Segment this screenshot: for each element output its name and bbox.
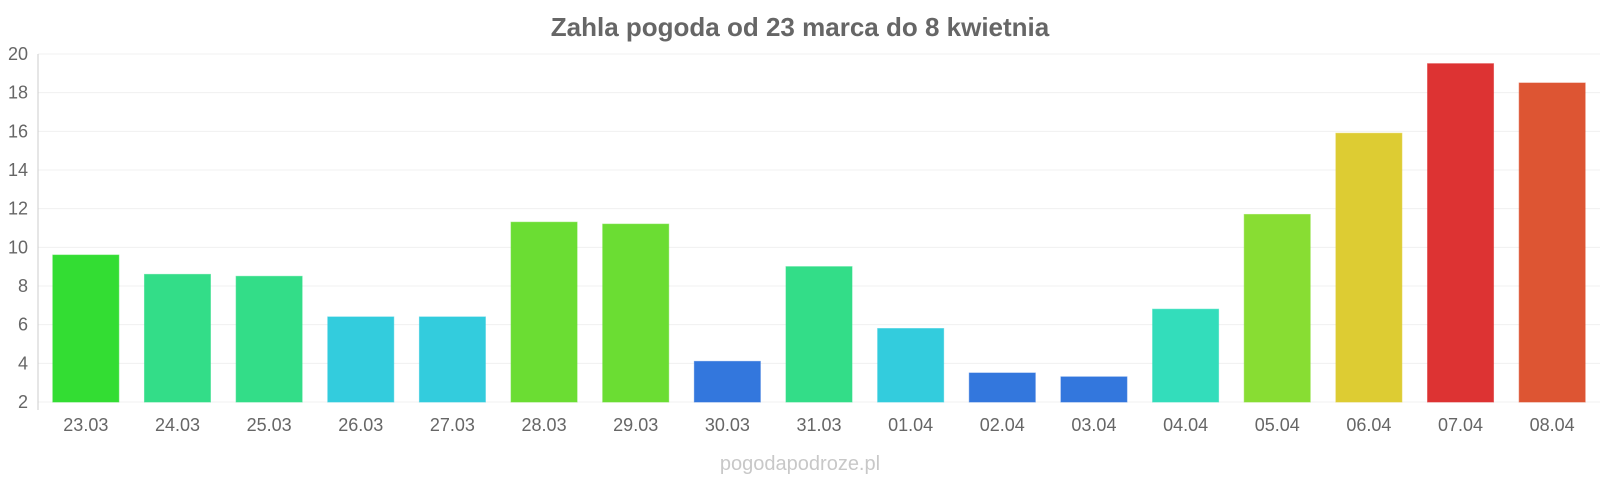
bar-28.03[interactable]: [510, 221, 578, 403]
y-tick-label: 16: [8, 121, 28, 141]
y-axis: 2 4 6 8 10 12 14 16 18 20: [8, 44, 39, 412]
y-tick-label: 20: [8, 44, 28, 64]
y-tick-label: 12: [8, 199, 28, 219]
x-tick-label: 23.03: [63, 415, 108, 435]
bar-07.04[interactable]: [1427, 63, 1495, 403]
x-tick-label: 29.03: [613, 415, 658, 435]
bar-30.03[interactable]: [693, 360, 761, 403]
bars: [52, 63, 1586, 403]
bar-08.04[interactable]: [1518, 82, 1586, 403]
x-tick-label: 24.03: [155, 415, 200, 435]
x-tick-label: 31.03: [796, 415, 841, 435]
bar-05.04[interactable]: [1243, 213, 1311, 403]
x-tick-label: 30.03: [705, 415, 750, 435]
bar-27.03[interactable]: [418, 316, 486, 403]
x-axis: 23.03 24.03 25.03 26.03 27.03 28.03 29.03 30.03…: [63, 415, 1574, 435]
bar-02.04[interactable]: [968, 372, 1036, 403]
bar-31.03[interactable]: [785, 266, 853, 403]
chart-title: Zahla pogoda od 23 marca do 8 kwietnia: [551, 12, 1050, 42]
x-tick-label: 01.04: [888, 415, 933, 435]
y-tick-label: 6: [18, 315, 28, 335]
bar-03.04[interactable]: [1060, 376, 1128, 403]
y-tick-label: 18: [8, 83, 28, 103]
y-tick-label: 8: [18, 276, 28, 296]
y-tick-label: 2: [18, 392, 28, 412]
bar-25.03[interactable]: [235, 275, 303, 403]
bar-04.04[interactable]: [1152, 308, 1220, 403]
y-tick-label: 14: [8, 160, 28, 180]
bar-29.03[interactable]: [602, 223, 670, 403]
x-tick-label: 07.04: [1438, 415, 1483, 435]
x-tick-label: 28.03: [522, 415, 567, 435]
x-tick-label: 25.03: [247, 415, 292, 435]
x-tick-label: 05.04: [1255, 415, 1300, 435]
x-tick-label: 04.04: [1163, 415, 1208, 435]
bar-01.04[interactable]: [877, 328, 945, 403]
y-tick-label: 4: [18, 353, 28, 373]
y-tick-label: 10: [8, 237, 28, 257]
bar-23.03[interactable]: [52, 254, 120, 403]
x-tick-label: 03.04: [1071, 415, 1116, 435]
bar-06.04[interactable]: [1335, 132, 1403, 403]
x-tick-label: 06.04: [1346, 415, 1391, 435]
x-tick-label: 27.03: [430, 415, 475, 435]
x-tick-label: 02.04: [980, 415, 1025, 435]
footer-watermark: pogodapodroze.pl: [720, 453, 880, 475]
x-tick-label: 08.04: [1530, 415, 1575, 435]
bar-26.03[interactable]: [327, 316, 395, 403]
x-tick-label: 26.03: [338, 415, 383, 435]
bar-24.03[interactable]: [143, 273, 211, 403]
